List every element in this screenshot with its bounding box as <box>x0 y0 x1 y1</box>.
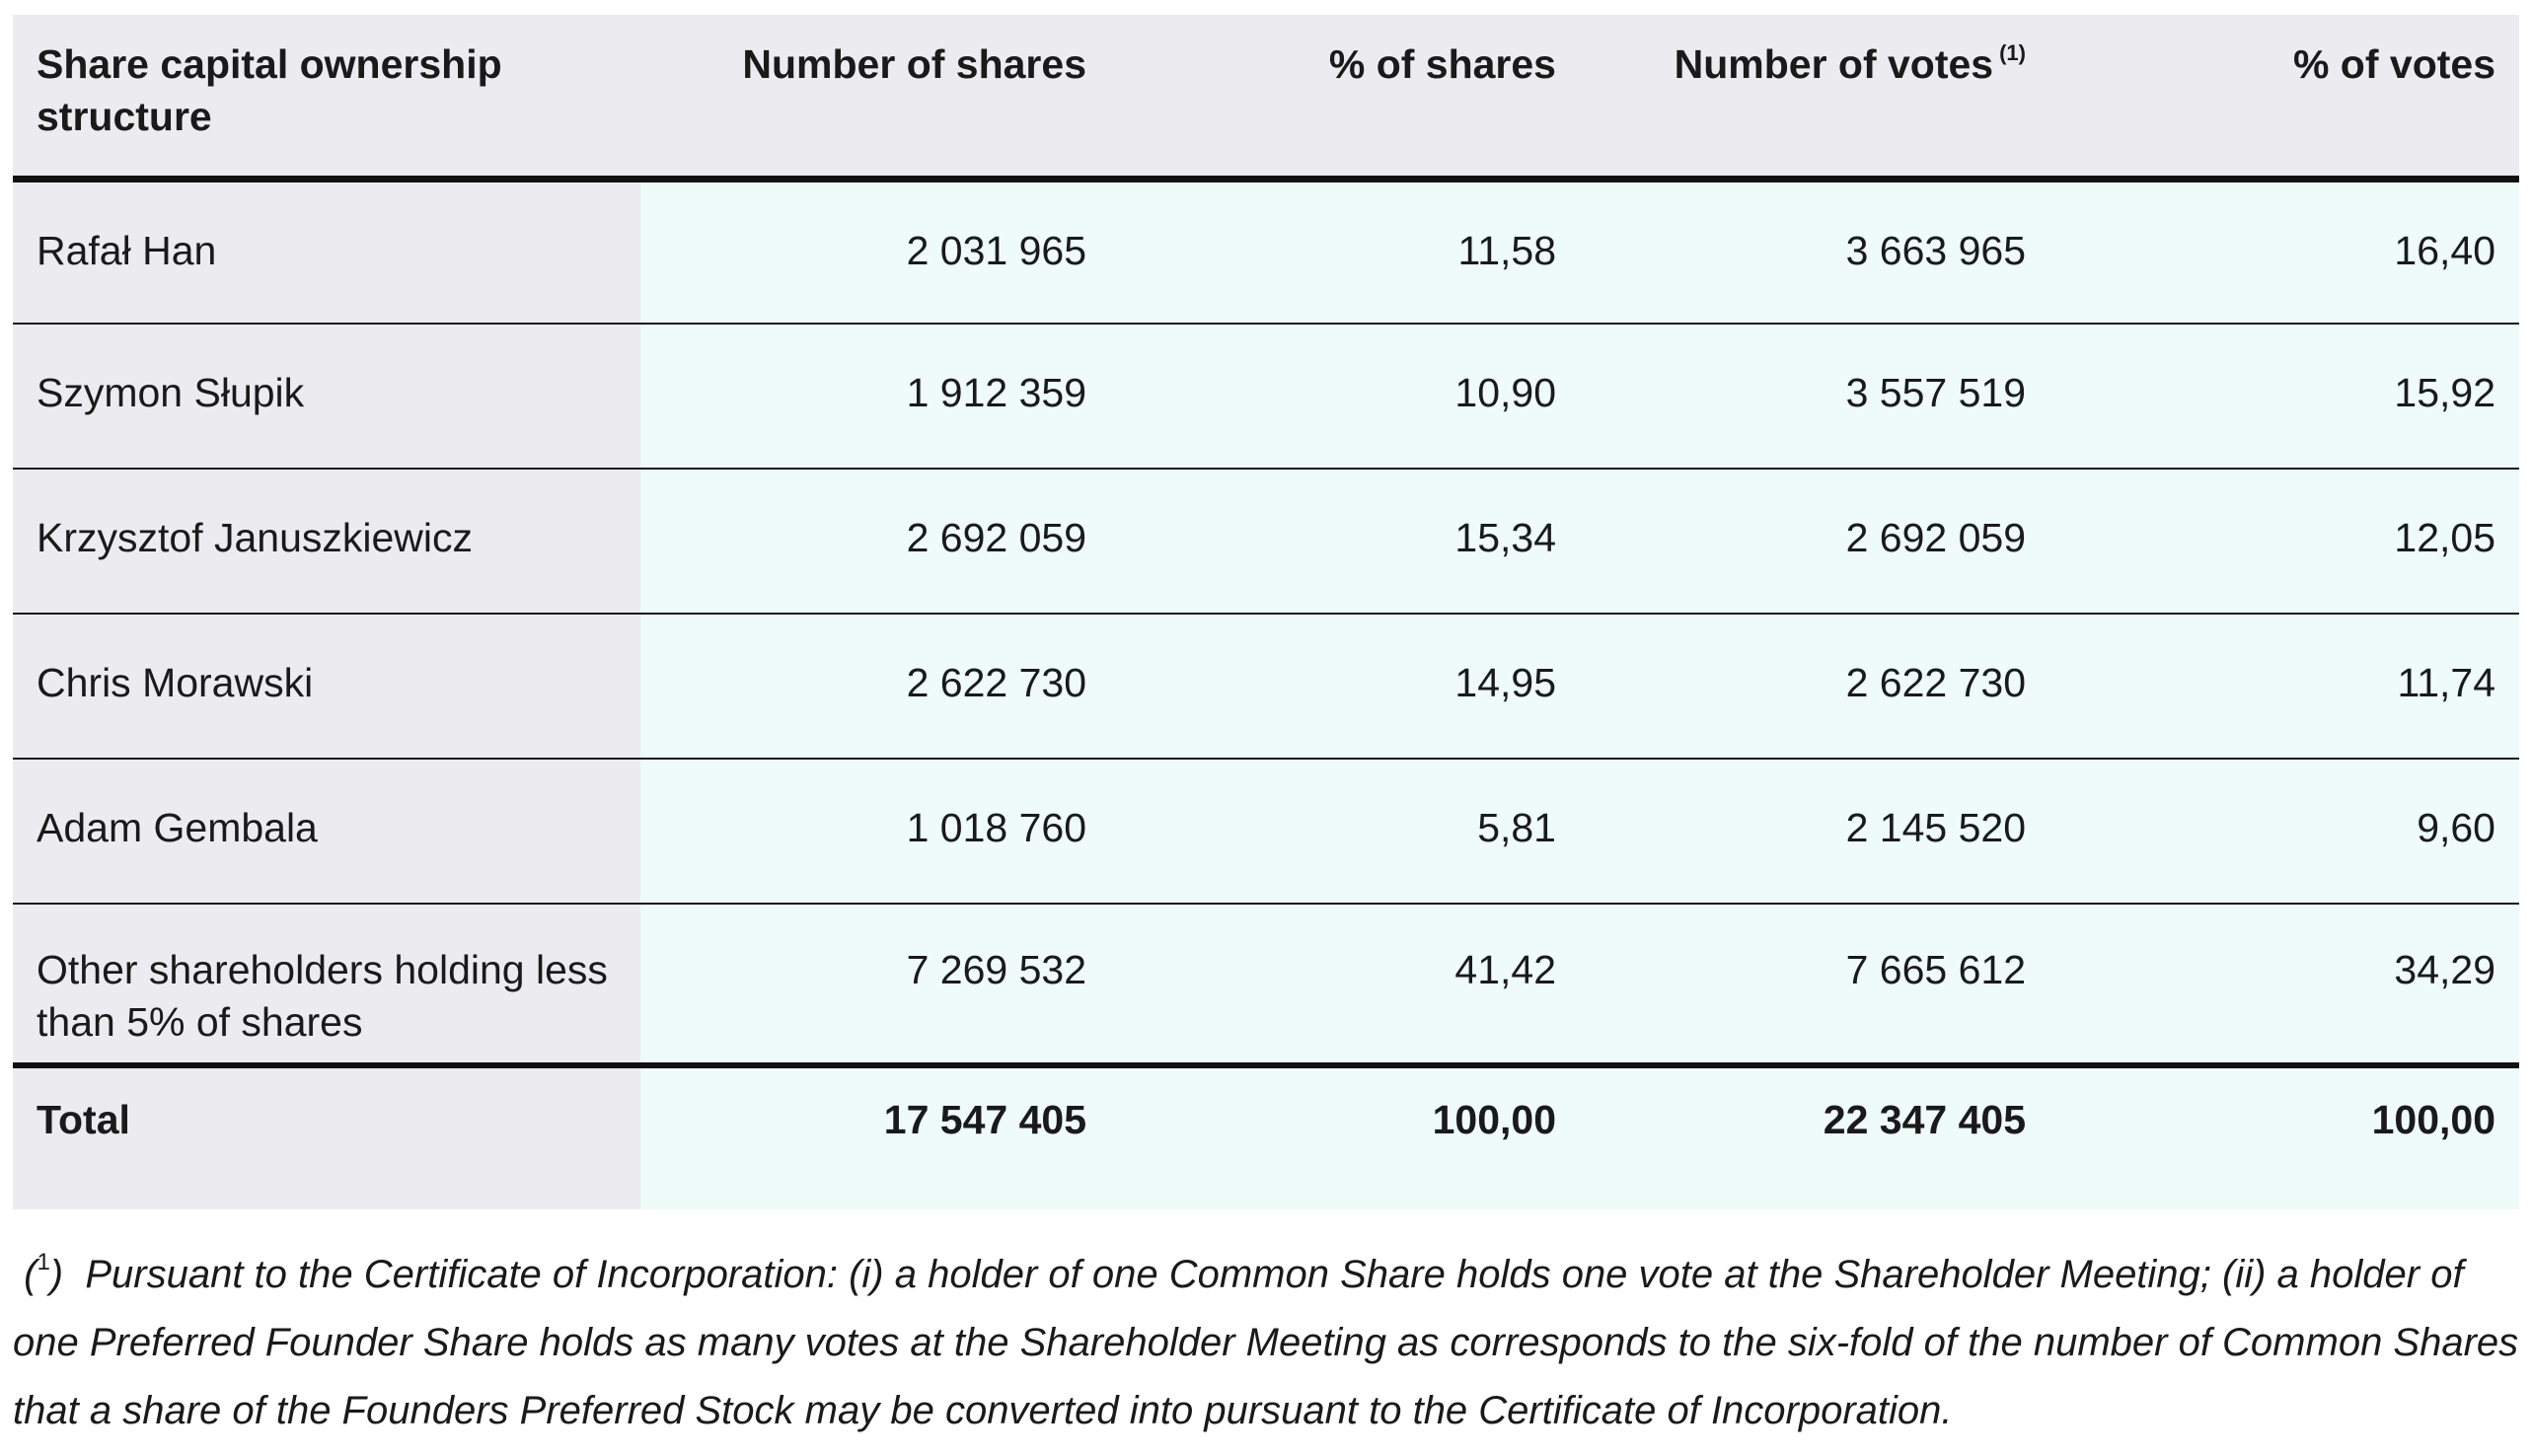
table-row: Chris Morawski 2 622 730 14,95 2 622 730… <box>13 614 2519 760</box>
percent-of-shares: 5,81 <box>1110 759 1580 905</box>
shareholder-name: Rafał Han <box>13 179 640 325</box>
total-number-of-votes: 22 347 405 <box>1580 1065 2049 1209</box>
percent-of-shares: 41,42 <box>1110 904 1580 1068</box>
table-row: Krzysztof Januszkiewicz 2 692 059 15,34 … <box>13 469 2519 615</box>
header-ownership-structure: Share capital ownership structure <box>13 15 640 182</box>
number-of-shares: 2 622 730 <box>640 614 1110 760</box>
percent-of-shares: 14,95 <box>1110 614 1580 760</box>
footnote-marker: 1 <box>37 1249 50 1275</box>
number-of-shares: 7 269 532 <box>640 904 1110 1068</box>
number-of-votes: 3 663 965 <box>1580 179 2049 325</box>
percent-of-votes: 12,05 <box>2049 469 2519 615</box>
table-row: Rafał Han 2 031 965 11,58 3 663 965 16,4… <box>13 179 2519 325</box>
table-total-row: Total 17 547 405 100,00 22 347 405 100,0… <box>13 1065 2519 1209</box>
total-percent-of-shares: 100,00 <box>1110 1065 1580 1209</box>
percent-of-votes: 34,29 <box>2049 904 2519 1068</box>
number-of-votes: 2 692 059 <box>1580 469 2049 615</box>
number-of-shares: 1 018 760 <box>640 759 1110 905</box>
number-of-shares: 1 912 359 <box>640 324 1110 470</box>
footnote-reference: (1) <box>1999 40 2026 65</box>
shareholder-name: Adam Gembala <box>13 759 640 905</box>
header-number-of-votes-label: Number of votes <box>1674 41 1994 87</box>
ownership-table: Share capital ownership structure Number… <box>13 15 2519 1209</box>
header-number-of-shares: Number of shares <box>640 15 1110 182</box>
total-label: Total <box>13 1065 640 1209</box>
percent-of-shares: 10,90 <box>1110 324 1580 470</box>
ownership-table-container: Share capital ownership structure Number… <box>13 15 2519 1209</box>
total-percent-of-votes: 100,00 <box>2049 1065 2519 1209</box>
percent-of-shares: 15,34 <box>1110 469 1580 615</box>
footnote-text: Pursuant to the Certificate of Incorpora… <box>13 1253 2519 1432</box>
percent-of-votes: 16,40 <box>2049 179 2519 325</box>
percent-of-votes: 9,60 <box>2049 759 2519 905</box>
number-of-shares: 2 692 059 <box>640 469 1110 615</box>
table-header-row: Share capital ownership structure Number… <box>13 15 2519 182</box>
number-of-votes: 7 665 612 <box>1580 904 2049 1068</box>
shareholder-name: Other shareholders holding less than 5% … <box>13 904 640 1068</box>
percent-of-votes: 15,92 <box>2049 324 2519 470</box>
footnote: (1) Pursuant to the Certificate of Incor… <box>13 1249 2519 1433</box>
number-of-shares: 2 031 965 <box>640 179 1110 325</box>
percent-of-votes: 11,74 <box>2049 614 2519 760</box>
total-number-of-shares: 17 547 405 <box>640 1065 1110 1209</box>
shareholder-name: Chris Morawski <box>13 614 640 760</box>
table-row: Szymon Słupik 1 912 359 10,90 3 557 519 … <box>13 324 2519 470</box>
header-number-of-votes: Number of votes (1) <box>1580 15 2049 182</box>
number-of-votes: 2 145 520 <box>1580 759 2049 905</box>
table-row: Other shareholders holding less than 5% … <box>13 904 2519 1068</box>
shareholder-name: Krzysztof Januszkiewicz <box>13 469 640 615</box>
percent-of-shares: 11,58 <box>1110 179 1580 325</box>
header-percent-of-votes: % of votes <box>2049 15 2519 182</box>
table-row: Adam Gembala 1 018 760 5,81 2 145 520 9,… <box>13 759 2519 905</box>
number-of-votes: 2 622 730 <box>1580 614 2049 760</box>
shareholder-name: Szymon Słupik <box>13 324 640 470</box>
header-percent-of-shares: % of shares <box>1110 15 1580 182</box>
number-of-votes: 3 557 519 <box>1580 324 2049 470</box>
